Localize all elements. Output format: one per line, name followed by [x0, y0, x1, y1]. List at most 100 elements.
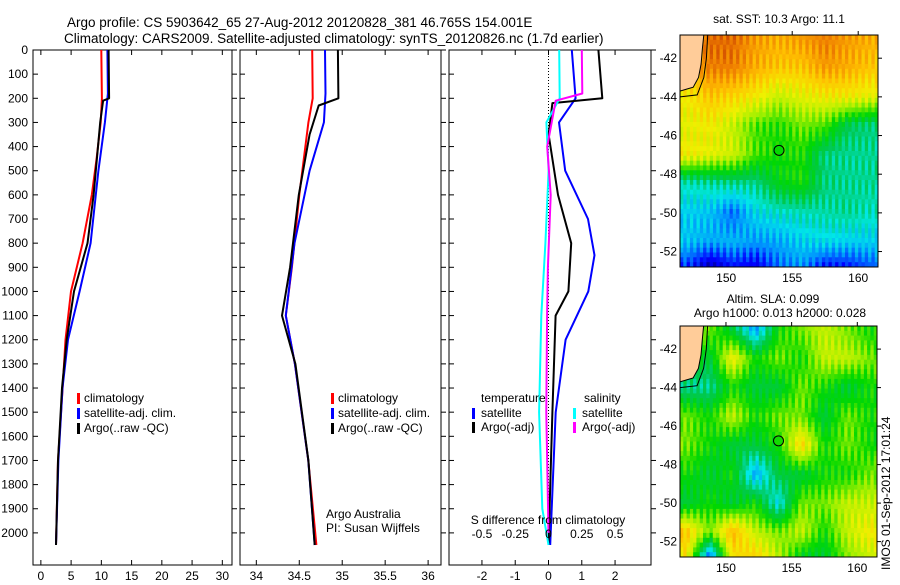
sst-cell — [815, 54, 819, 59]
sst-cell — [763, 224, 767, 229]
sst-cell — [832, 175, 836, 180]
sst-cell — [776, 214, 780, 219]
sst-cell — [868, 224, 872, 229]
sla-cell — [742, 340, 746, 345]
sla-cell — [821, 413, 825, 418]
sst-cell — [822, 122, 826, 127]
sst-cell — [713, 93, 717, 98]
sst-cell — [776, 122, 780, 127]
sst-cell — [739, 151, 743, 156]
sst-cell — [835, 59, 839, 64]
sst-cell — [812, 88, 816, 93]
sst-cell — [819, 204, 823, 209]
sst-cell — [766, 59, 770, 64]
sla-cell — [821, 355, 825, 360]
sst-cell — [852, 175, 856, 180]
sst-cell — [825, 257, 829, 262]
sst-cell — [700, 204, 704, 209]
sst-cell — [683, 228, 687, 233]
sla-cell — [733, 340, 737, 345]
sla-cell — [785, 417, 789, 422]
sst-cell — [749, 141, 753, 146]
sla-cell — [775, 408, 779, 413]
sla-cell — [726, 437, 730, 442]
sst-cell — [710, 161, 714, 166]
sst-cell — [842, 141, 846, 146]
sst-cell — [832, 190, 836, 195]
sst-cell — [776, 137, 780, 142]
sst-cell — [756, 180, 760, 185]
sst-cell — [733, 161, 737, 166]
sst-cell — [825, 204, 829, 209]
sst-cell — [799, 50, 803, 55]
sla-cell — [716, 398, 720, 403]
sla-cell — [825, 446, 829, 451]
sst-cell — [720, 122, 724, 127]
sst-cell — [779, 79, 783, 84]
sla-cell — [779, 389, 783, 394]
sla-cell — [775, 379, 779, 384]
sst-cell — [776, 209, 780, 214]
sla-cell — [723, 437, 727, 442]
sst-cell — [779, 35, 783, 40]
sst-cell — [687, 214, 691, 219]
sst-cell — [779, 204, 783, 209]
sst-cell — [739, 93, 743, 98]
sla-cell — [867, 369, 871, 374]
sst-cell — [720, 161, 724, 166]
sst-cell — [829, 64, 833, 69]
sla-cell — [798, 389, 802, 394]
sla-cell — [746, 437, 750, 442]
sst-cell — [756, 103, 760, 108]
sst-cell — [690, 195, 694, 200]
sla-cell — [733, 417, 737, 422]
sla-cell — [811, 461, 815, 466]
sst-cell — [812, 185, 816, 190]
x-tick-label: 35.5 — [373, 569, 397, 580]
sla-cell — [818, 331, 822, 336]
sst-cell — [832, 180, 836, 185]
sst-cell — [766, 219, 770, 224]
sla-cell — [834, 336, 838, 341]
sst-cell — [753, 79, 757, 84]
sla-cell — [733, 355, 737, 360]
sst-cell — [700, 137, 704, 142]
sst-cell — [832, 228, 836, 233]
sst-cell — [733, 151, 737, 156]
sst-cell — [730, 54, 734, 59]
sst-cell — [809, 35, 813, 40]
sst-cell — [779, 88, 783, 93]
sst-cell — [825, 141, 829, 146]
sst-cell — [730, 98, 734, 103]
sla-cell — [703, 398, 707, 403]
sla-cell — [782, 355, 786, 360]
sst-cell — [845, 156, 849, 161]
sst-cell — [802, 248, 806, 253]
sst-cell — [786, 83, 790, 88]
sst-cell — [792, 243, 796, 248]
sst-cell — [832, 122, 836, 127]
sst-cell — [865, 214, 869, 219]
sst-cell — [871, 224, 875, 229]
sst-cell — [776, 185, 780, 190]
sla-cell — [772, 374, 776, 379]
sla-cell — [785, 336, 789, 341]
sla-cell — [854, 461, 858, 466]
sst-cell — [822, 64, 826, 69]
sla-cell — [723, 451, 727, 456]
sst-cell — [736, 88, 740, 93]
sst-cell — [730, 228, 734, 233]
sst-cell — [799, 45, 803, 50]
sst-cell — [865, 146, 869, 151]
sst-cell — [703, 228, 707, 233]
sla-cell — [696, 427, 700, 432]
sla-cell — [769, 437, 773, 442]
sla-cell — [736, 456, 740, 461]
sst-cell — [809, 180, 813, 185]
sst-cell — [822, 83, 826, 88]
sst-cell — [838, 112, 842, 117]
sst-cell — [842, 98, 846, 103]
sla-cell — [683, 393, 687, 398]
sst-cell — [799, 88, 803, 93]
sst-cell — [848, 243, 852, 248]
